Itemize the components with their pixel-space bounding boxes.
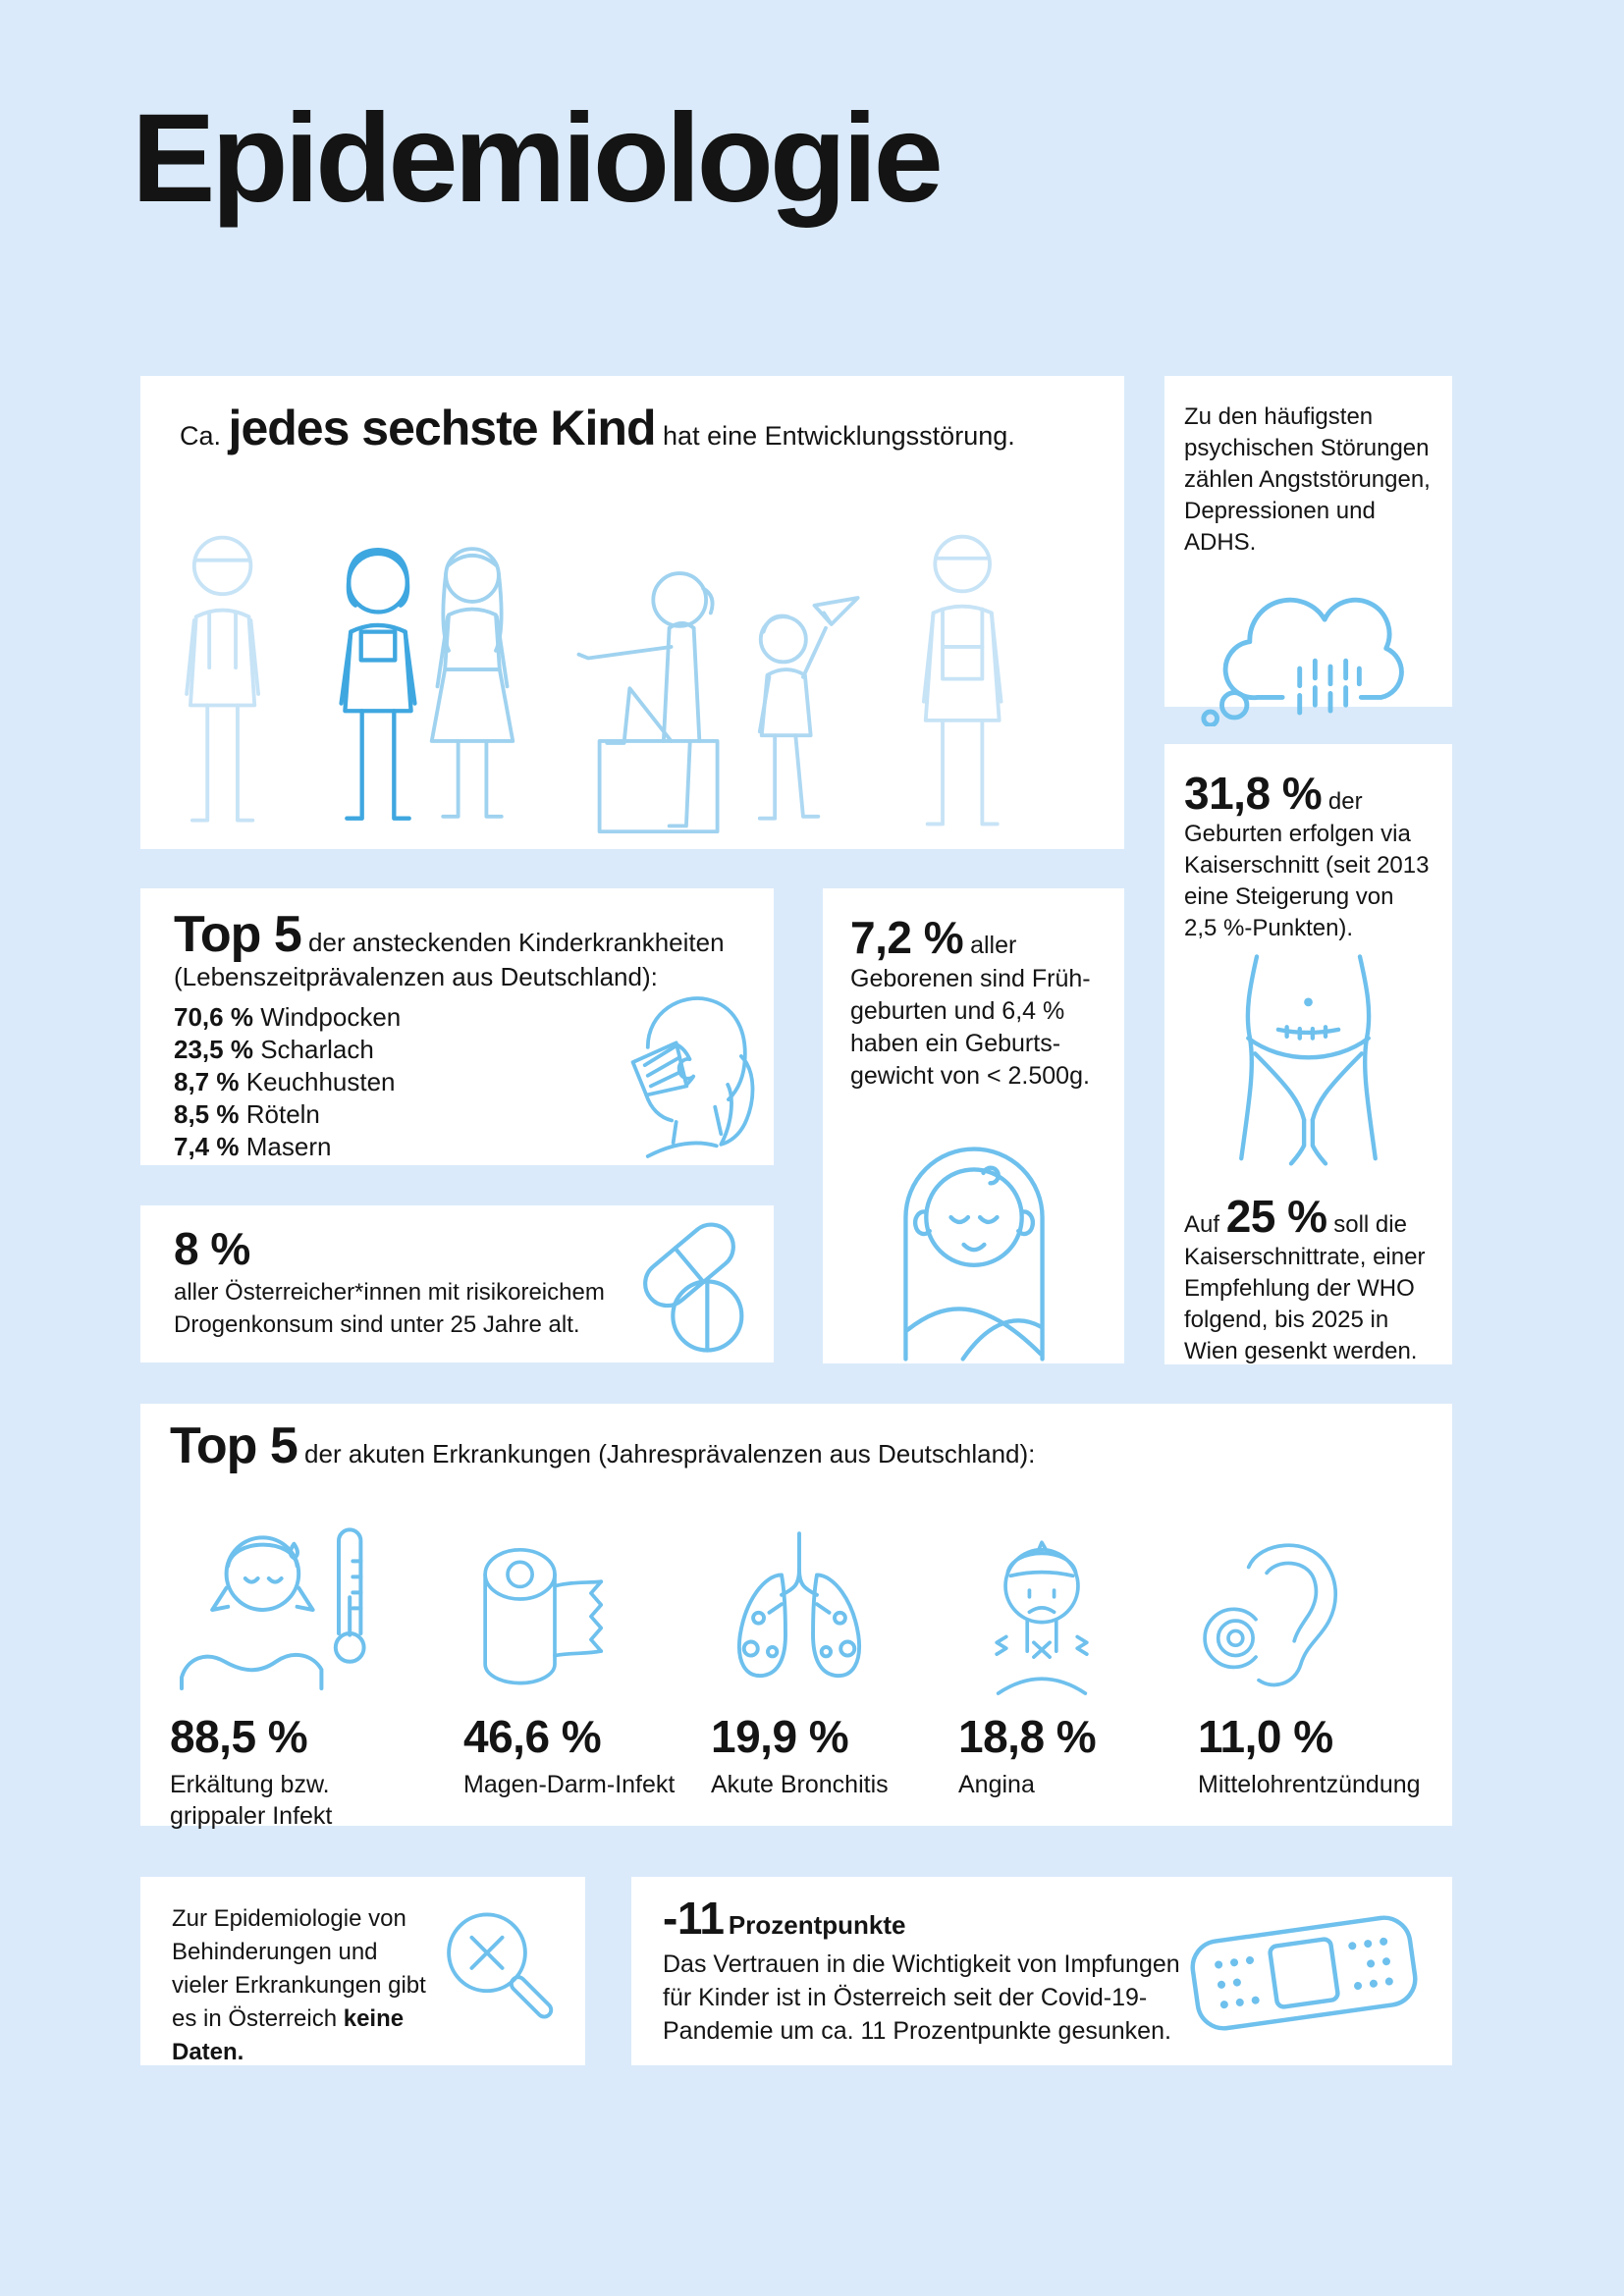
acute-col-otitis: 11,0 % Mittelohrentzündung (1198, 1494, 1434, 1832)
list-item: 70,6 % Windpocken (174, 1002, 402, 1032)
goal-body: soll die Kaiserschnittrate, einer Empfeh… (1184, 1211, 1426, 1364)
list-item: 23,5 % Scharlach (174, 1035, 374, 1064)
births-after-stat: aller (970, 932, 1017, 959)
acute-illness-grid: 88,5 % Erkältung bzw. grippaler Infekt 4… (170, 1494, 1434, 1832)
top5-children-heading-big: Top 5 (174, 906, 302, 963)
lungs-icon (737, 1531, 861, 1678)
bandaid-icon (1190, 1915, 1418, 2031)
mental-disorders-text: Zu den häufigsten psychischen Störungen … (1184, 403, 1431, 556)
goal-prefix: Auf (1184, 1211, 1220, 1238)
top5-acute-heading-big: Top 5 (170, 1417, 298, 1474)
births-stat: 7,2 % (850, 912, 964, 963)
disease-list: 70,6 % Windpocken 23,5 % Scharlach 8,7 %… (140, 1001, 774, 1163)
child-with-plane-figure (757, 596, 860, 821)
no-data-bold: keine Daten. (172, 2005, 405, 2065)
people-group-illustration (185, 534, 1003, 834)
swaddled-baby-icon (902, 1147, 1045, 1362)
births-text: 7,2 % aller Geborenen sind Früh-geburten… (823, 888, 1124, 1093)
goal-stat: 25 % (1225, 1191, 1327, 1242)
premature-births-card: 7,2 % aller Geborenen sind Früh-geburten… (823, 888, 1124, 1363)
toilet-paper-icon (483, 1547, 604, 1685)
vaccination-trust-card: -11 Prozentpunkte Das Vertrauen in die W… (631, 1877, 1452, 2065)
c-section-stat: 31,8 % (1184, 768, 1323, 819)
acute-pct: 88,5 % (170, 1711, 308, 1762)
drugs-stat: 8 % (174, 1223, 250, 1274)
fever-patient-icon (180, 1527, 366, 1690)
births-body: Geborenen sind Früh-geburten und 6,4 % h… (850, 965, 1091, 1090)
top5-children-diseases-card: Top 5 der ansteckenden Kinderkrankheiten… (140, 888, 774, 1165)
list-item: 8,5 % Röteln (174, 1099, 320, 1129)
pills-icon (643, 1222, 744, 1353)
acute-label: Erkältung bzw. grippaler Infekt (170, 1771, 333, 1830)
boy-with-cap-figure (185, 535, 260, 823)
drug-use-card: 8 % aller Österreicher*innen mit risikor… (140, 1205, 774, 1362)
sore-throat-icon (995, 1540, 1089, 1695)
c-section-body: Geburten erfolgen via Kaiserschnitt (sei… (1184, 821, 1430, 941)
acute-pct: 19,9 % (711, 1711, 849, 1762)
magnifier-x-icon (447, 1912, 554, 2019)
page-title: Epidemiologie (132, 88, 944, 229)
acute-col-cold: 88,5 % Erkältung bzw. grippaler Infekt (170, 1494, 463, 1832)
acute-col-gastro: 46,6 % Magen-Darm-Infekt (463, 1494, 711, 1832)
no-data-card: Zur Epidemiologie von Behinderungen und … (140, 1877, 585, 2065)
top5-acute-heading-rest: der akuten Erkrankungen (Jahresprävalenz… (304, 1439, 1036, 1468)
c-section-card: 31,8 % der Geburten erfolgen via Kaisers… (1164, 744, 1452, 1364)
acute-pct: 11,0 % (1198, 1711, 1333, 1762)
face-mask-icon (630, 996, 755, 1158)
c-section-after-stat: der (1327, 788, 1363, 815)
acute-pct: 46,6 % (463, 1711, 602, 1762)
highlighted-kid-figure (339, 547, 417, 821)
top5-acute-card: Top 5 der akuten Erkrankungen (Jahresprä… (140, 1404, 1452, 1830)
top5-children-heading-rest: der ansteckenden Kinderkrankheiten (Lebe… (174, 928, 725, 991)
girl-long-hair-figure (429, 547, 515, 819)
rain-cloud-icon (1201, 597, 1404, 726)
c-section-goal-text: Auf 25 % soll die Kaiserschnittrate, ein… (1164, 1167, 1452, 1367)
acute-label: Akute Bronchitis (711, 1771, 889, 1798)
development-prefix: Ca. (180, 421, 222, 451)
list-item: 8,7 % Keuchhusten (174, 1067, 396, 1096)
mental-disorders-card: Zu den häufigsten psychischen Störungen … (1164, 376, 1452, 726)
development-card: Ca. jedes sechste Kind hat eine Entwickl… (140, 376, 1124, 849)
development-suffix: hat eine Entwicklungsstörung. (663, 421, 1015, 451)
list-item: 7,4 % Masern (174, 1132, 332, 1161)
sitting-person-figure (576, 571, 720, 834)
development-statement: Ca. jedes sechste Kind hat eine Entwickl… (140, 376, 1124, 453)
acute-label: Mittelohrentzündung (1198, 1771, 1421, 1798)
vaccination-stat-label: Prozentpunkte (728, 1910, 906, 1940)
vaccination-stat: -11 (663, 1893, 725, 1944)
top5-children-heading: Top 5 der ansteckenden Kinderkrankheiten… (140, 888, 774, 993)
acute-pct: 18,8 % (958, 1711, 1097, 1762)
drugs-text: aller Österreicher*innen mit risikoreich… (174, 1279, 605, 1338)
c-section-belly-icon (1239, 954, 1378, 1166)
acute-label: Angina (958, 1771, 1035, 1798)
c-section-rate-text: 31,8 % der Geburten erfolgen via Kaisers… (1164, 744, 1452, 944)
acute-label: Magen-Darm-Infekt (463, 1771, 676, 1798)
vaccination-text: Das Vertrauen in die Wichtigkeit von Imp… (663, 1950, 1180, 2045)
no-data-text: Zur Epidemiologie von Behinderungen und … (172, 1905, 426, 2065)
man-overalls-figure (921, 534, 1003, 827)
development-highlight: jedes sechste Kind (228, 400, 657, 455)
acute-col-angina: 18,8 % Angina (958, 1494, 1198, 1832)
acute-col-bronchitis: 19,9 % Akute Bronchitis (711, 1494, 958, 1832)
ear-icon (1203, 1543, 1337, 1687)
top5-acute-heading: Top 5 der akuten Erkrankungen (Jahresprä… (140, 1404, 1452, 1472)
vaccination-heading: -11 Prozentpunkte (631, 1877, 1452, 1944)
